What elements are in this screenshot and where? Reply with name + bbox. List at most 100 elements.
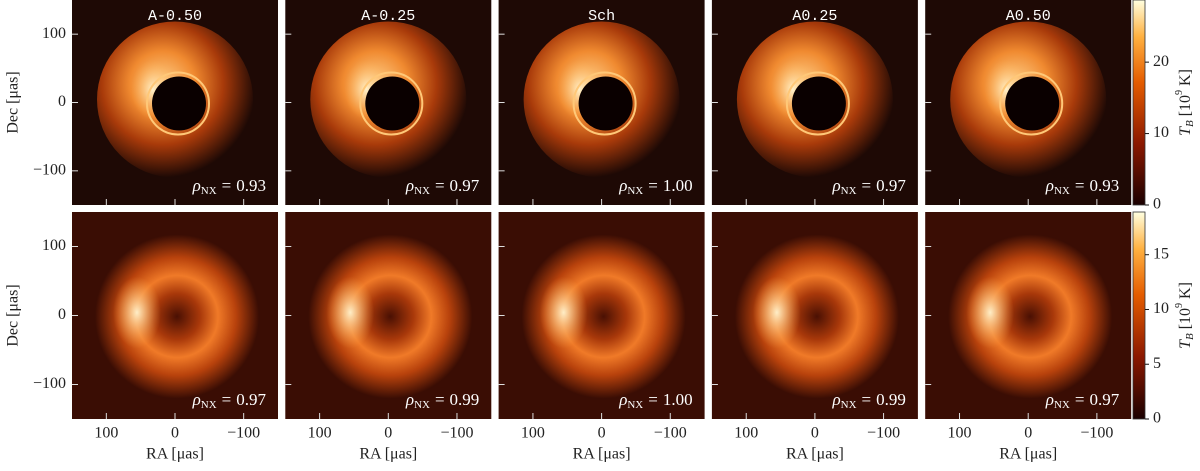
x-tick-label: −100 xyxy=(227,425,260,442)
image-panel xyxy=(925,0,1132,205)
photon-ring xyxy=(146,71,210,136)
x-tick-label: 0 xyxy=(171,425,179,442)
image-panel xyxy=(285,0,492,205)
subscript: NX xyxy=(414,399,430,411)
hot-spot xyxy=(113,276,161,349)
colorbar-tick-label: 10 xyxy=(1153,124,1169,141)
correlation-annotation: ρNX = 0.99 xyxy=(831,390,905,411)
x-tick-label: 100 xyxy=(948,425,972,442)
y-tick-label: −100 xyxy=(33,375,66,392)
symbol: T xyxy=(1177,126,1194,136)
relation: = xyxy=(648,176,658,195)
x-tick-label: 100 xyxy=(308,425,332,442)
correlation-value: 0.97 xyxy=(236,390,266,409)
unit-sup: 9 xyxy=(1174,303,1185,308)
colorbar-tick-label: 20 xyxy=(1153,53,1169,70)
colorbar-tick-label: 10 xyxy=(1153,300,1169,317)
relation: = xyxy=(222,176,232,195)
correlation-value: 0.97 xyxy=(876,176,906,195)
symbol: ρ xyxy=(405,176,414,195)
colorbar xyxy=(1132,0,1146,206)
shadow xyxy=(365,76,420,131)
correlation-value: 0.93 xyxy=(236,176,266,195)
image-panel xyxy=(925,212,1132,419)
emission-glow xyxy=(734,234,899,399)
unit-open: [10 xyxy=(1177,95,1194,116)
photon-ring xyxy=(999,71,1064,136)
x-tick-label: 0 xyxy=(384,425,392,442)
panel-title: A-0.25 xyxy=(361,8,415,25)
relation: = xyxy=(862,176,872,195)
relation: = xyxy=(1075,390,1085,409)
shadow xyxy=(1005,76,1060,131)
correlation-value: 1.00 xyxy=(663,390,693,409)
y-tick-label: 100 xyxy=(42,237,66,254)
image-panel xyxy=(711,212,918,419)
colorbar-tick-label: 5 xyxy=(1153,355,1161,372)
subscript: NX xyxy=(1054,185,1070,197)
x-axis-label: RA [μas] xyxy=(146,446,204,463)
hot-spot xyxy=(966,276,1015,349)
correlation-annotation: ρNX = 0.93 xyxy=(192,176,266,197)
y-axis-label: Dec [μas] xyxy=(5,71,22,133)
symbol: ρ xyxy=(405,390,414,409)
unit-open: [10 xyxy=(1177,308,1194,329)
correlation-annotation: ρNX = 0.93 xyxy=(1045,176,1119,197)
x-axis-label: RA [μas] xyxy=(359,446,417,463)
relation: = xyxy=(648,390,658,409)
symbol: ρ xyxy=(192,176,201,195)
correlation-value: 1.00 xyxy=(663,176,693,195)
emission-glow xyxy=(948,234,1113,399)
hot-spot xyxy=(539,276,588,349)
correlation-annotation: ρNX = 0.97 xyxy=(831,176,906,197)
shadow xyxy=(578,76,633,131)
correlation-value: 0.97 xyxy=(450,176,480,195)
panel-title: A-0.50 xyxy=(148,8,202,25)
x-tick-label: 0 xyxy=(598,425,606,442)
colorbar-tick-label: 0 xyxy=(1153,196,1161,213)
photon-ring xyxy=(785,71,850,136)
image-panel xyxy=(498,0,705,205)
image-panel xyxy=(72,212,278,419)
unit-close: K] xyxy=(1177,282,1194,299)
subscript: NX xyxy=(414,185,430,197)
x-axis-label: RA [μas] xyxy=(573,446,631,463)
colorbar-tick-label: 0 xyxy=(1153,410,1161,427)
y-tick-label: −100 xyxy=(33,162,66,179)
x-tick-label: −100 xyxy=(867,425,900,442)
correlation-annotation: ρNX = 0.97 xyxy=(405,176,480,197)
shadow xyxy=(152,76,206,131)
x-axis-label: RA [μas] xyxy=(786,446,844,463)
symbol: ρ xyxy=(831,390,840,409)
subscript: NX xyxy=(841,399,857,411)
symbol: ρ xyxy=(1045,390,1054,409)
relation: = xyxy=(222,390,232,409)
panel-title: A0.50 xyxy=(1006,8,1051,25)
hot-spot xyxy=(752,276,801,349)
image-panel xyxy=(498,212,705,419)
correlation-value: 0.99 xyxy=(450,390,480,409)
emission-glow xyxy=(308,234,473,399)
x-tick-label: 100 xyxy=(94,425,118,442)
subscript: B xyxy=(1184,120,1196,127)
symbol: ρ xyxy=(1045,176,1054,195)
hot-spot xyxy=(326,276,375,349)
image-panel xyxy=(711,0,918,205)
subscript: NX xyxy=(627,185,643,197)
relation: = xyxy=(862,390,872,409)
shadow xyxy=(791,76,846,131)
correlation-annotation: ρNX = 0.99 xyxy=(405,390,479,411)
panel-title: A0.25 xyxy=(792,8,837,25)
subscript: NX xyxy=(201,185,217,197)
y-tick-label: 100 xyxy=(42,25,66,42)
correlation-value: 0.99 xyxy=(876,390,906,409)
subscript: NX xyxy=(201,399,217,411)
subscript: B xyxy=(1184,333,1196,340)
unit-sup: 9 xyxy=(1174,90,1185,95)
x-tick-label: −100 xyxy=(654,425,687,442)
x-tick-label: 0 xyxy=(1024,425,1032,442)
emission-glow xyxy=(521,234,686,399)
symbol: T xyxy=(1177,339,1194,349)
colorbar-tick-label: 15 xyxy=(1153,245,1169,262)
